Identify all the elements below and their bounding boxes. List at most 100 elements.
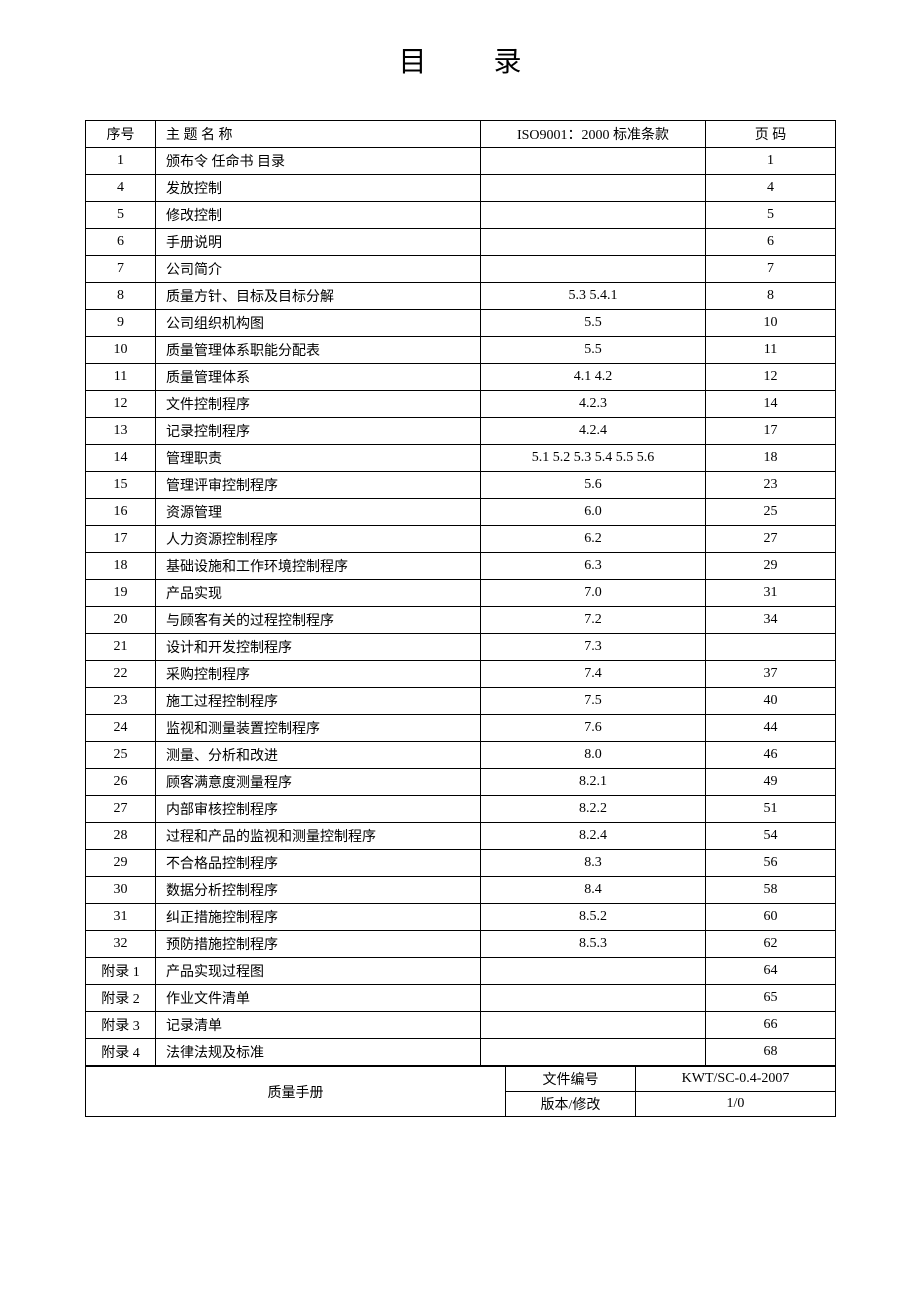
cell-seq: 5 [86, 202, 156, 229]
cell-page: 56 [706, 850, 836, 877]
cell-page: 4 [706, 175, 836, 202]
cell-iso [481, 256, 706, 283]
cell-iso: 5.3 5.4.1 [481, 283, 706, 310]
cell-seq: 附录 2 [86, 985, 156, 1012]
cell-seq: 14 [86, 445, 156, 472]
cell-subject: 质量管理体系职能分配表 [156, 337, 481, 364]
cell-subject: 公司简介 [156, 256, 481, 283]
cell-seq: 6 [86, 229, 156, 256]
cell-seq: 28 [86, 823, 156, 850]
cell-page: 68 [706, 1039, 836, 1066]
cell-seq: 19 [86, 580, 156, 607]
cell-iso: 4.2.4 [481, 418, 706, 445]
footer-version-label: 版本/修改 [506, 1092, 636, 1117]
cell-iso: 8.3 [481, 850, 706, 877]
table-row: 17人力资源控制程序6.227 [86, 526, 836, 553]
cell-seq: 17 [86, 526, 156, 553]
cell-page: 18 [706, 445, 836, 472]
cell-iso: 8.5.3 [481, 931, 706, 958]
cell-seq: 32 [86, 931, 156, 958]
table-row: 附录 2作业文件清单 65 [86, 985, 836, 1012]
table-row: 14管理职责5.1 5.2 5.3 5.4 5.5 5.618 [86, 445, 836, 472]
cell-subject: 预防措施控制程序 [156, 931, 481, 958]
cell-iso [481, 229, 706, 256]
cell-page: 6 [706, 229, 836, 256]
cell-seq: 10 [86, 337, 156, 364]
cell-seq: 18 [86, 553, 156, 580]
cell-iso: 8.2.1 [481, 769, 706, 796]
toc-table: 序号 主 题 名 称 ISO9001：2000 标准条款 页 码 1颁布令 任命… [85, 120, 836, 1066]
table-row: 29不合格品控制程序8.356 [86, 850, 836, 877]
table-row: 13记录控制程序4.2.417 [86, 418, 836, 445]
cell-seq: 附录 4 [86, 1039, 156, 1066]
cell-seq: 25 [86, 742, 156, 769]
cell-seq: 23 [86, 688, 156, 715]
table-row: 27内部审核控制程序8.2.251 [86, 796, 836, 823]
cell-page: 10 [706, 310, 836, 337]
cell-subject: 不合格品控制程序 [156, 850, 481, 877]
cell-iso: 8.4 [481, 877, 706, 904]
cell-subject: 设计和开发控制程序 [156, 634, 481, 661]
cell-seq: 15 [86, 472, 156, 499]
table-row: 30数据分析控制程序8.458 [86, 877, 836, 904]
cell-subject: 作业文件清单 [156, 985, 481, 1012]
cell-subject: 颁布令 任命书 目录 [156, 148, 481, 175]
cell-page: 29 [706, 553, 836, 580]
table-row: 11质量管理体系4.1 4.212 [86, 364, 836, 391]
cell-page: 5 [706, 202, 836, 229]
table-row: 附录 4法律法规及标准68 [86, 1039, 836, 1066]
cell-seq: 11 [86, 364, 156, 391]
cell-iso: 5.6 [481, 472, 706, 499]
cell-seq: 29 [86, 850, 156, 877]
cell-subject: 与顾客有关的过程控制程序 [156, 607, 481, 634]
cell-subject: 数据分析控制程序 [156, 877, 481, 904]
cell-iso: 6.2 [481, 526, 706, 553]
cell-page: 23 [706, 472, 836, 499]
cell-iso: 7.5 [481, 688, 706, 715]
footer-doc-no-label: 文件编号 [506, 1067, 636, 1092]
table-row: 10质量管理体系职能分配表5.511 [86, 337, 836, 364]
cell-subject: 产品实现 [156, 580, 481, 607]
cell-subject: 发放控制 [156, 175, 481, 202]
cell-page: 11 [706, 337, 836, 364]
footer-table: 质量手册 文件编号 KWT/SC-0.4-2007 版本/修改 1/0 [85, 1066, 836, 1117]
cell-iso: 7.4 [481, 661, 706, 688]
cell-page: 60 [706, 904, 836, 931]
cell-iso [481, 202, 706, 229]
header-subject: 主 题 名 称 [156, 121, 481, 148]
cell-page: 54 [706, 823, 836, 850]
cell-seq: 4 [86, 175, 156, 202]
table-row: 8质量方针、目标及目标分解5.3 5.4.18 [86, 283, 836, 310]
cell-seq: 30 [86, 877, 156, 904]
cell-seq: 22 [86, 661, 156, 688]
cell-iso: 8.2.4 [481, 823, 706, 850]
cell-iso: 8.5.2 [481, 904, 706, 931]
cell-subject: 测量、分析和改进 [156, 742, 481, 769]
cell-iso [481, 148, 706, 175]
cell-subject: 公司组织机构图 [156, 310, 481, 337]
cell-iso: 6.0 [481, 499, 706, 526]
footer-doc-no-value: KWT/SC-0.4-2007 [636, 1067, 836, 1092]
table-row: 6手册说明6 [86, 229, 836, 256]
cell-subject: 施工过程控制程序 [156, 688, 481, 715]
cell-page: 44 [706, 715, 836, 742]
cell-seq: 27 [86, 796, 156, 823]
cell-page: 65 [706, 985, 836, 1012]
table-row: 18基础设施和工作环境控制程序6.329 [86, 553, 836, 580]
footer-title: 质量手册 [86, 1067, 506, 1117]
table-row: 31纠正措施控制程序8.5.260 [86, 904, 836, 931]
cell-iso [481, 1012, 706, 1039]
header-seq: 序号 [86, 121, 156, 148]
table-row: 26顾客满意度测量程序8.2.149 [86, 769, 836, 796]
cell-page: 66 [706, 1012, 836, 1039]
cell-seq: 9 [86, 310, 156, 337]
table-row: 25测量、分析和改进8.046 [86, 742, 836, 769]
table-row: 32预防措施控制程序8.5.362 [86, 931, 836, 958]
table-row: 22采购控制程序7.437 [86, 661, 836, 688]
cell-iso: 6.3 [481, 553, 706, 580]
cell-iso: 8.0 [481, 742, 706, 769]
cell-seq: 8 [86, 283, 156, 310]
cell-seq: 31 [86, 904, 156, 931]
cell-subject: 人力资源控制程序 [156, 526, 481, 553]
cell-seq: 附录 3 [86, 1012, 156, 1039]
